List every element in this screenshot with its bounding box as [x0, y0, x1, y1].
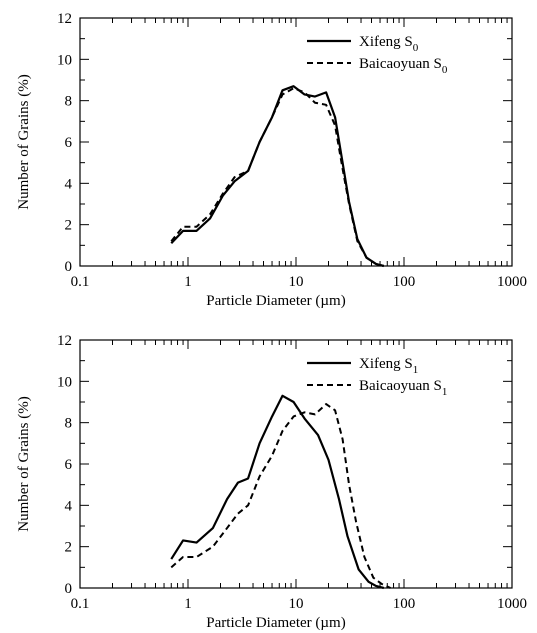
- y-tick-label: 8: [65, 416, 73, 432]
- y-tick-label: 10: [57, 374, 72, 390]
- x-tick-label: 100: [393, 596, 416, 612]
- series-line-1: [170, 394, 385, 590]
- series-line-2: [170, 87, 385, 267]
- x-tick-label: 10: [289, 274, 304, 290]
- legend-label-2: Baicaoyuan S0: [359, 56, 448, 76]
- chart-panel-2: 0.1 1 10 100 1000 0 2 4 6 8 10 12 Particle Diameter …: [16, 333, 527, 631]
- x-tick-label: 100: [393, 274, 416, 290]
- y-tick-label: 0: [65, 581, 73, 597]
- plot-frame: [79, 17, 513, 267]
- x-tick-label: 1000: [497, 596, 527, 612]
- plot-frame: [79, 339, 513, 589]
- y-tick-label: 4: [65, 498, 73, 514]
- x-tick-label: 1000: [497, 274, 527, 290]
- x-tick-label: 0.1: [71, 596, 90, 612]
- x-tick-label: 1: [184, 596, 192, 612]
- y-tick-label: 4: [65, 176, 73, 192]
- x-tick-label: 1: [184, 274, 192, 290]
- y-tick-label: 10: [57, 52, 72, 68]
- x-axis-title: Particle Diameter (µm): [206, 293, 345, 309]
- y-axis-title: Number of Grains (%): [16, 74, 32, 209]
- x-tick-label: 0.1: [71, 274, 90, 290]
- y-tick-label: 12: [57, 11, 72, 27]
- legend-label-2: Baicaoyuan S1: [359, 378, 447, 398]
- y-tick-label: 8: [65, 94, 73, 110]
- x-tick-label: 10: [289, 596, 304, 612]
- y-axis-title: Number of Grains (%): [16, 396, 32, 531]
- chart-panel-1: 0.1 1 10 100 1000 0 2 4 6 8 10 12 Particle Diameter …: [16, 11, 527, 309]
- y-tick-label: 0: [65, 259, 73, 275]
- series-line-2: [170, 403, 391, 589]
- legend-label-1: Xifeng S1: [359, 356, 418, 376]
- y-tick-label: 12: [57, 333, 72, 349]
- y-tick-label: 6: [65, 457, 73, 473]
- legend-label-1: Xifeng S0: [359, 34, 419, 54]
- series-line-1: [170, 85, 385, 268]
- y-tick-label: 2: [65, 540, 73, 556]
- y-tick-label: 6: [65, 135, 73, 151]
- x-axis-title: Particle Diameter (µm): [206, 615, 345, 631]
- y-tick-label: 2: [65, 218, 73, 234]
